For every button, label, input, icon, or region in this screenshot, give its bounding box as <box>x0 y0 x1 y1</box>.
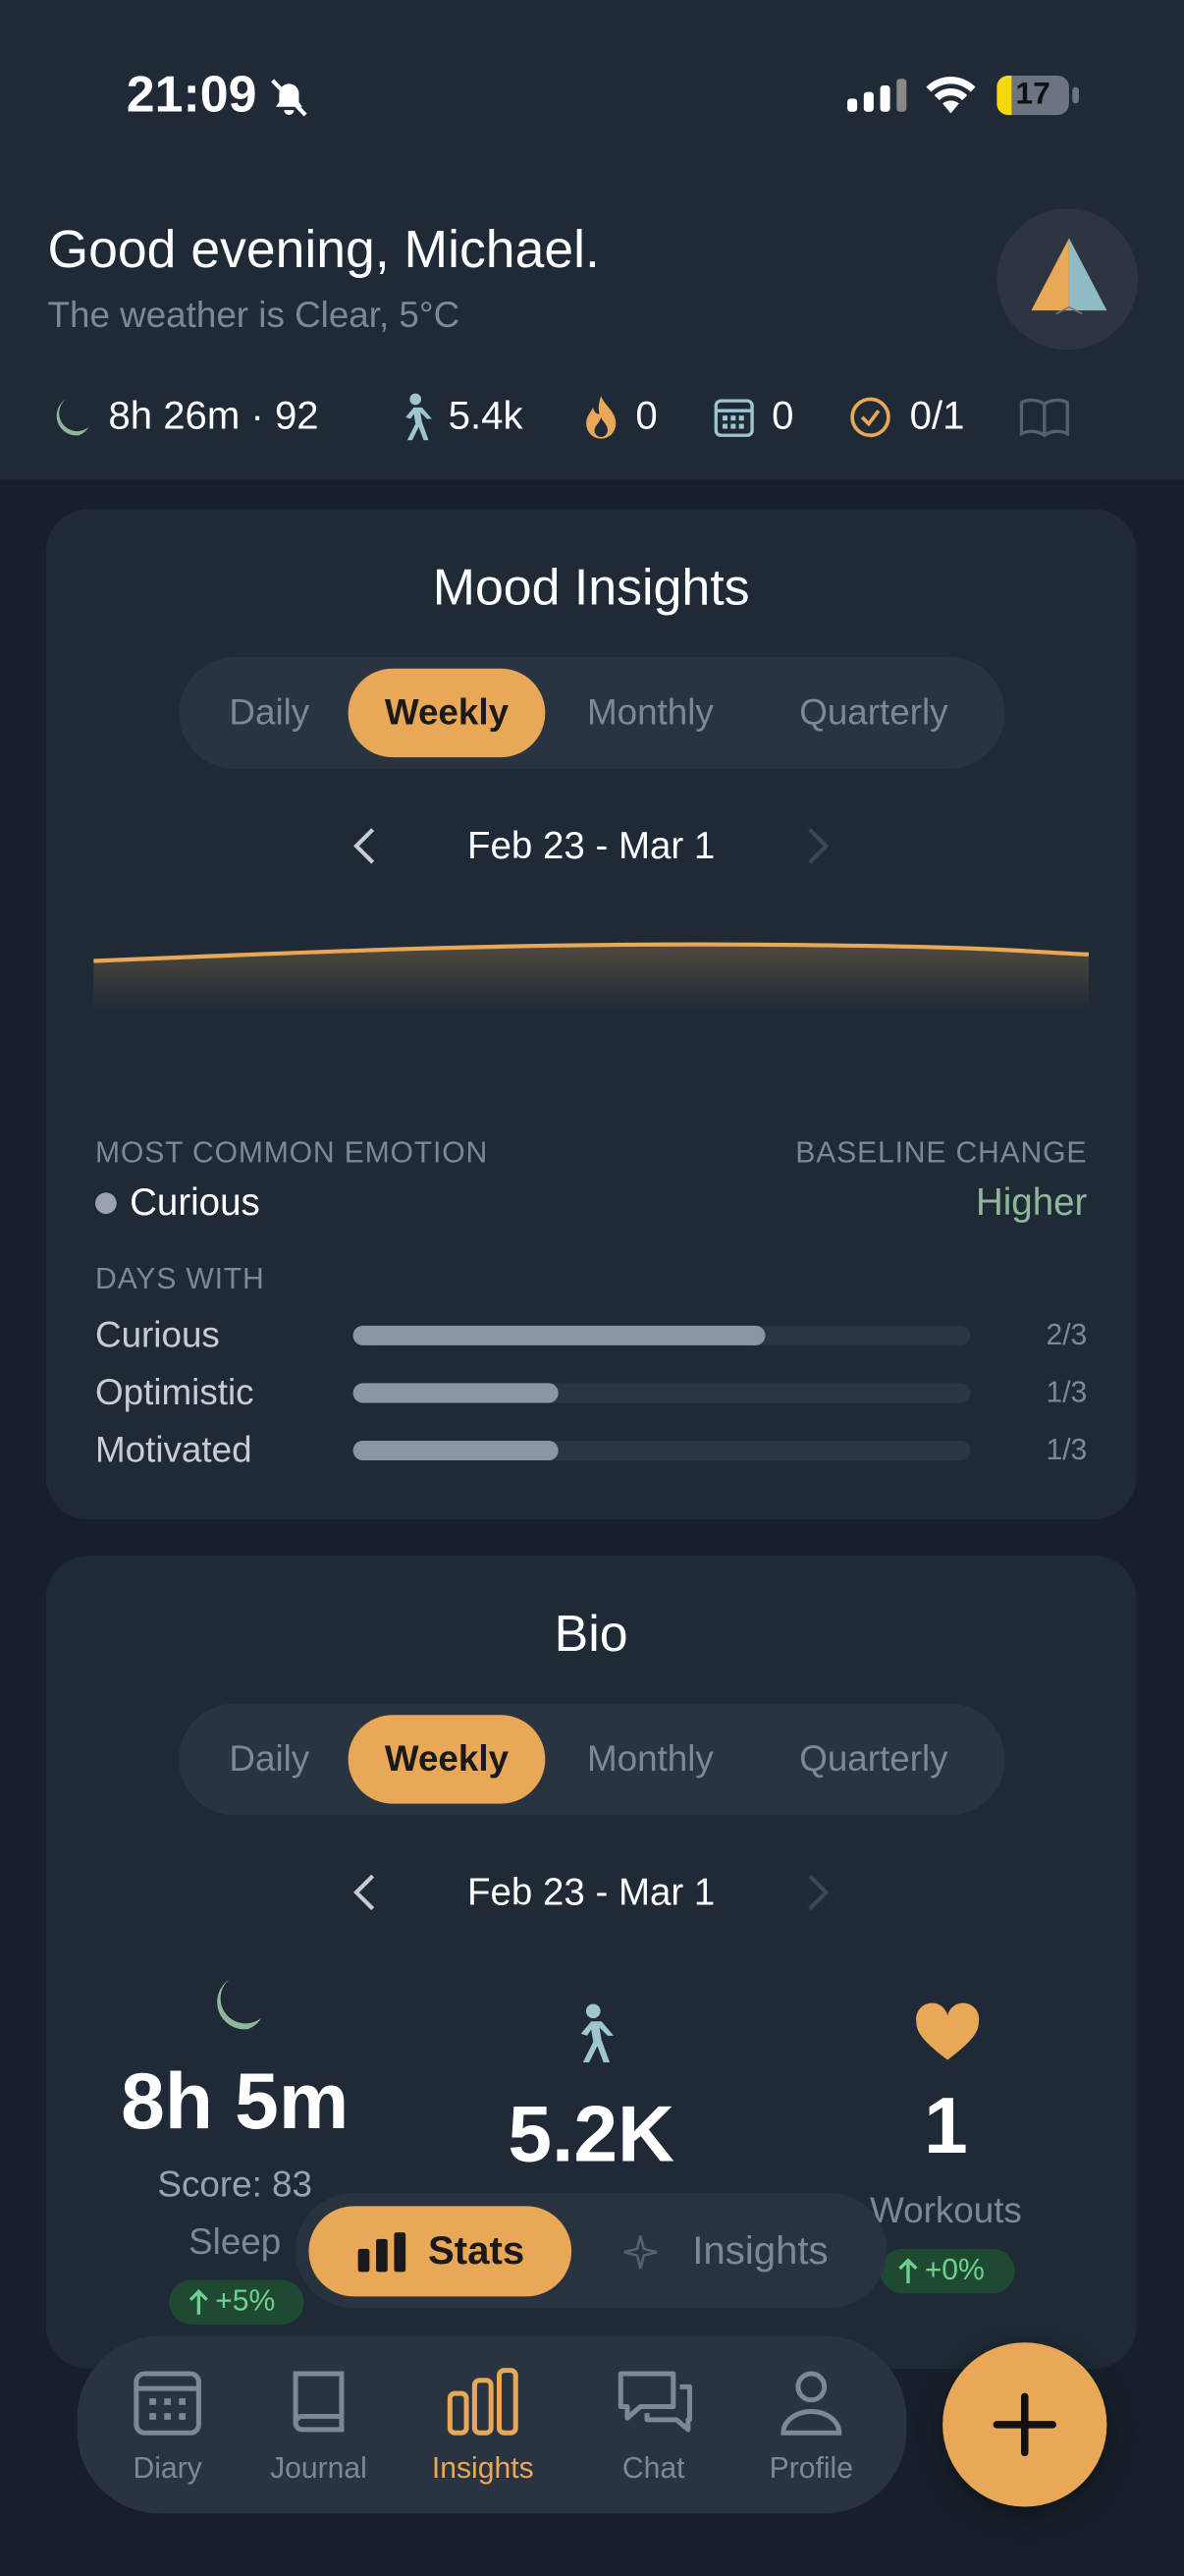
battery-level <box>996 75 1012 116</box>
emotion-value: Curious <box>130 1179 260 1224</box>
up-arrow <box>188 2289 208 2315</box>
stat-sleep: 8h 26m · 92 <box>108 394 319 439</box>
switch-option[interactable]: Stats <box>427 2228 525 2274</box>
tab[interactable]: Monthly <box>586 1737 714 1780</box>
nav-icon[interactable] <box>618 2367 693 2436</box>
greeting: Good evening, Michael. <box>47 219 600 279</box>
next-button[interactable] <box>805 826 832 865</box>
sleep-label: Sleep <box>188 2220 282 2263</box>
nav-icon[interactable] <box>776 2367 848 2436</box>
battery-text: 17 <box>1015 77 1050 112</box>
mood-title: Mood Insights <box>432 558 750 617</box>
stat-events: 0 <box>772 394 794 439</box>
nav-icon[interactable] <box>132 2367 204 2436</box>
stat-tasks: 0/1 <box>909 394 965 439</box>
days-with-label: DAYS WITH <box>95 1262 265 1295</box>
bar <box>352 1440 560 1461</box>
nav-label[interactable]: Insights <box>431 2451 534 2485</box>
stats-icon <box>357 2232 406 2273</box>
nav-icon[interactable] <box>447 2367 519 2436</box>
battery <box>996 75 1069 116</box>
emotion-dot <box>95 1192 117 1215</box>
emotion-name: Motivated <box>95 1429 252 1471</box>
nav-label[interactable]: Diary <box>133 2451 202 2485</box>
steps-icon <box>580 2003 615 2063</box>
count: 1/3 <box>1046 1433 1088 1466</box>
tab[interactable]: Daily <box>229 691 310 734</box>
emotion-name: Optimistic <box>95 1371 254 1413</box>
moon-icon <box>56 399 89 436</box>
book-icon[interactable] <box>1018 398 1071 438</box>
wifi-icon <box>926 77 976 114</box>
tab[interactable]: Quarterly <box>799 691 948 734</box>
tab[interactable]: Quarterly <box>799 1737 948 1780</box>
signal-icon <box>847 79 907 112</box>
sleep-change-pill <box>169 2279 304 2325</box>
prev-button[interactable] <box>351 826 378 865</box>
baseline-label: BASELINE CHANGE <box>795 1135 1088 1170</box>
switch-option[interactable]: Insights <box>692 2228 829 2274</box>
nav-label[interactable]: Chat <box>621 2451 685 2485</box>
nav-label[interactable]: Profile <box>769 2451 853 2485</box>
sleep-value: 8h 5m <box>121 2058 350 2147</box>
date-range: Feb 23 - Mar 1 <box>467 823 716 867</box>
stat-steps: 5.4k <box>448 394 523 439</box>
sleep-icon <box>217 1979 262 2030</box>
weather: The weather is Clear, 5°C <box>47 294 460 336</box>
date-range: Feb 23 - Mar 1 <box>467 1870 716 1913</box>
stat-streak: 0 <box>635 394 658 439</box>
sparkle-icon <box>623 2235 658 2270</box>
check-icon <box>850 397 890 438</box>
plus-icon <box>993 2392 1056 2457</box>
avatar-logo <box>1031 238 1107 315</box>
battery-cap <box>1072 86 1079 104</box>
tab-bar <box>179 657 1005 769</box>
tab[interactable]: Daily <box>229 1737 310 1780</box>
tab[interactable]: Monthly <box>586 691 714 734</box>
status-time: 21:09 <box>126 65 257 124</box>
workouts-change: +0% <box>924 2253 985 2286</box>
baseline-value: Higher <box>975 1179 1088 1224</box>
tab[interactable]: Weekly <box>384 1737 510 1780</box>
emotion-label: MOST COMMON EMOTION <box>95 1135 489 1170</box>
switch-active-bg <box>308 2206 572 2297</box>
flame-icon <box>586 396 617 439</box>
calendar-icon <box>714 399 754 437</box>
tab-bar <box>179 1703 1005 1816</box>
up-arrow <box>898 2258 918 2284</box>
bar <box>352 1325 765 1345</box>
bio-title: Bio <box>554 1605 628 1663</box>
heart-icon <box>916 2002 980 2060</box>
sleep-score: Score: 83 <box>157 2163 312 2205</box>
tab-active-bg <box>348 668 546 758</box>
steps-value: 5.2K <box>508 2092 674 2179</box>
count: 1/3 <box>1046 1375 1088 1409</box>
prev-button[interactable] <box>351 1873 378 1912</box>
bell-off-icon <box>271 79 307 117</box>
workouts-label: Workouts <box>870 2189 1022 2231</box>
tab-active-bg <box>348 1715 546 1804</box>
sleep-change: +5% <box>215 2283 276 2318</box>
workouts-value: 1 <box>924 2083 968 2171</box>
next-button[interactable] <box>805 1873 832 1912</box>
workouts-change-pill <box>880 2248 1015 2294</box>
nav-label[interactable]: Journal <box>270 2451 367 2485</box>
nav-icon[interactable] <box>283 2367 355 2436</box>
bar <box>352 1383 560 1403</box>
header-bg <box>0 0 1184 480</box>
count: 2/3 <box>1046 1318 1088 1351</box>
mood-trend <box>93 942 1090 1011</box>
tab[interactable]: Weekly <box>384 691 510 734</box>
emotion-name: Curious <box>95 1314 220 1355</box>
walk-icon <box>405 393 432 441</box>
